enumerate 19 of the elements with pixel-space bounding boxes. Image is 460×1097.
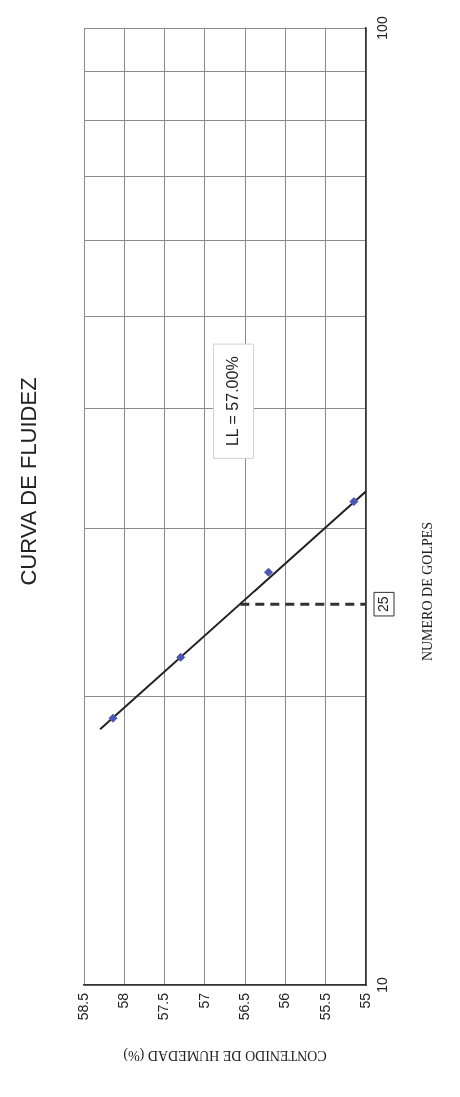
y-tick-label: 100 xyxy=(373,16,390,40)
point xyxy=(349,497,359,507)
point xyxy=(108,713,118,723)
x-tick-label: 55 xyxy=(356,992,373,1009)
x-tick-label: 57 xyxy=(195,992,212,1009)
x-tick-label: 58.5 xyxy=(74,992,91,1021)
x-axis-title: CONTENIDO DE HUMEDAD (%) xyxy=(122,1047,327,1064)
text: CURVA DE FLUIDEZ xyxy=(16,377,42,586)
x-tick-label: 57.5 xyxy=(155,992,172,1021)
annotation: LL = 57.00% xyxy=(223,356,241,447)
y-tick-label: 10 xyxy=(373,977,390,993)
y-axis-title: NUMERO DE GOLPES xyxy=(419,521,435,662)
point xyxy=(176,652,186,662)
x-tick-label: 56 xyxy=(276,992,293,1009)
x-tick-label: 56.5 xyxy=(236,992,252,1021)
point xyxy=(264,567,274,577)
x-tick-label: 55.5 xyxy=(316,992,333,1021)
x-tick-label: 58 xyxy=(115,992,132,1009)
y-tick-label: 25 xyxy=(374,596,391,612)
